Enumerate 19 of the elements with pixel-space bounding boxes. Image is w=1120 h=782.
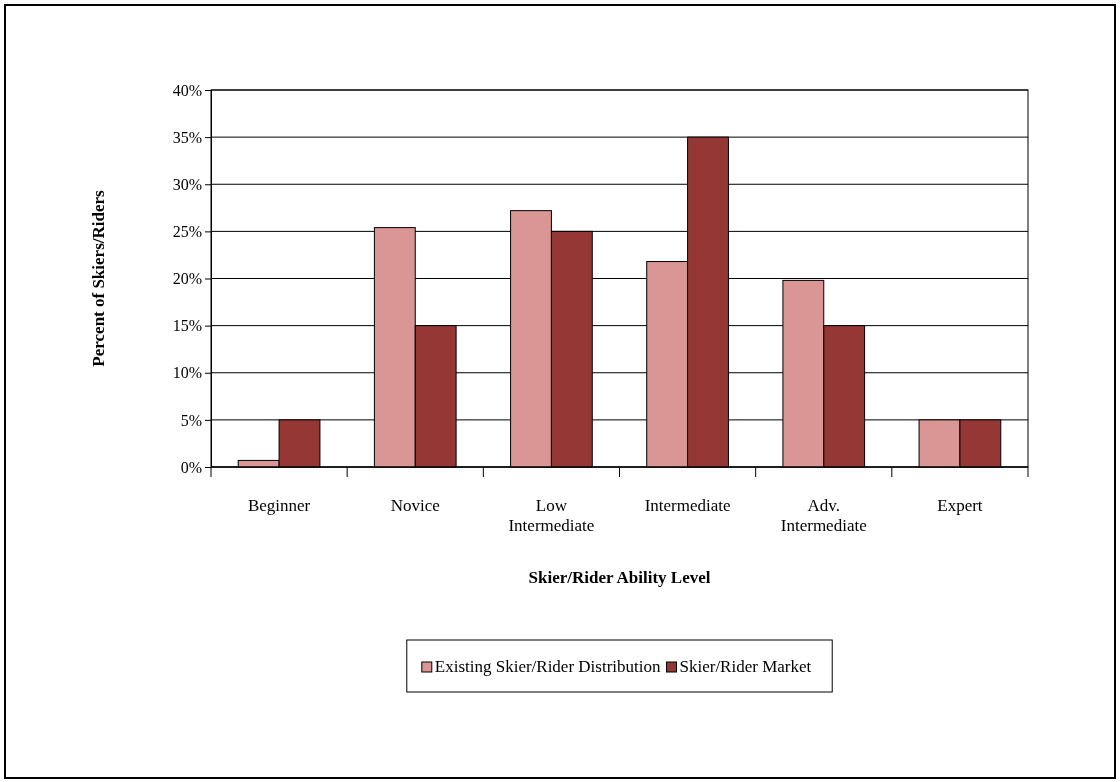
x-tick-label: Beginner: [247, 496, 311, 515]
x-tick-label: Expert: [937, 496, 983, 515]
legend-label: Existing Skier/Rider Distribution: [434, 657, 661, 676]
y-axis-title: Percent of Skiers/Riders: [89, 189, 108, 367]
y-tick-label: 40%: [172, 81, 202, 99]
x-tick-label: Novice: [390, 496, 440, 515]
y-tick-label: 20%: [172, 270, 202, 288]
y-tick-label: 35%: [172, 128, 202, 146]
x-tick-label: Intermediate: [644, 496, 731, 515]
y-tick-label: 10%: [172, 364, 202, 382]
y-tick-label: 0%: [180, 458, 202, 476]
legend-label: Skier/Rider Market: [679, 657, 812, 676]
y-tick-label: 15%: [172, 317, 202, 335]
y-tick-label: 25%: [172, 222, 202, 240]
x-tick-label: Low Intermediate: [508, 496, 595, 535]
y-tick-label: 30%: [172, 175, 202, 193]
x-tick-label: Adv. Intermediate: [780, 496, 867, 535]
x-axis-title: Skier/Rider Ability Level: [528, 568, 711, 587]
y-tick-label: 5%: [180, 411, 202, 429]
